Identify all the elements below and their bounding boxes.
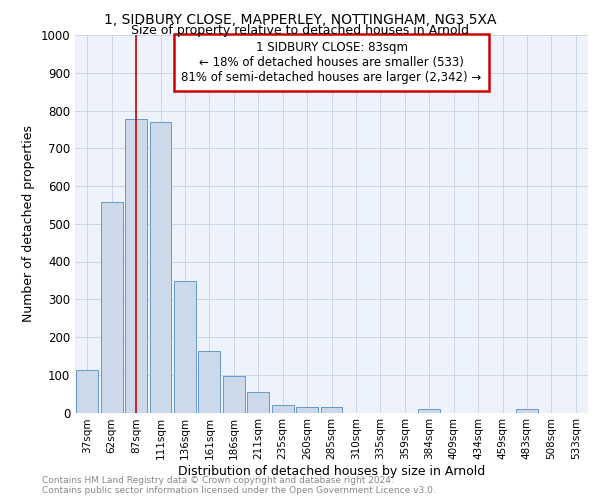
Bar	[418, 409, 440, 412]
X-axis label: Distribution of detached houses by size in Arnold: Distribution of detached houses by size …	[178, 465, 485, 478]
Bar	[149, 122, 172, 412]
Bar	[247, 392, 269, 412]
Bar	[516, 409, 538, 412]
Text: Contains HM Land Registry data © Crown copyright and database right 2024.
Contai: Contains HM Land Registry data © Crown c…	[42, 476, 436, 495]
Text: 1 SIDBURY CLOSE: 83sqm
← 18% of detached houses are smaller (533)
81% of semi-de: 1 SIDBURY CLOSE: 83sqm ← 18% of detached…	[181, 40, 482, 84]
Bar	[125, 119, 147, 412]
Bar	[223, 376, 245, 412]
Y-axis label: Number of detached properties: Number of detached properties	[22, 125, 35, 322]
Text: Size of property relative to detached houses in Arnold: Size of property relative to detached ho…	[131, 24, 469, 37]
Bar	[320, 407, 343, 412]
Bar	[76, 370, 98, 412]
Bar	[296, 407, 318, 412]
Bar	[101, 202, 122, 412]
Bar	[199, 351, 220, 412]
Bar	[174, 281, 196, 412]
Text: 1, SIDBURY CLOSE, MAPPERLEY, NOTTINGHAM, NG3 5XA: 1, SIDBURY CLOSE, MAPPERLEY, NOTTINGHAM,…	[104, 12, 496, 26]
Bar	[272, 405, 293, 412]
